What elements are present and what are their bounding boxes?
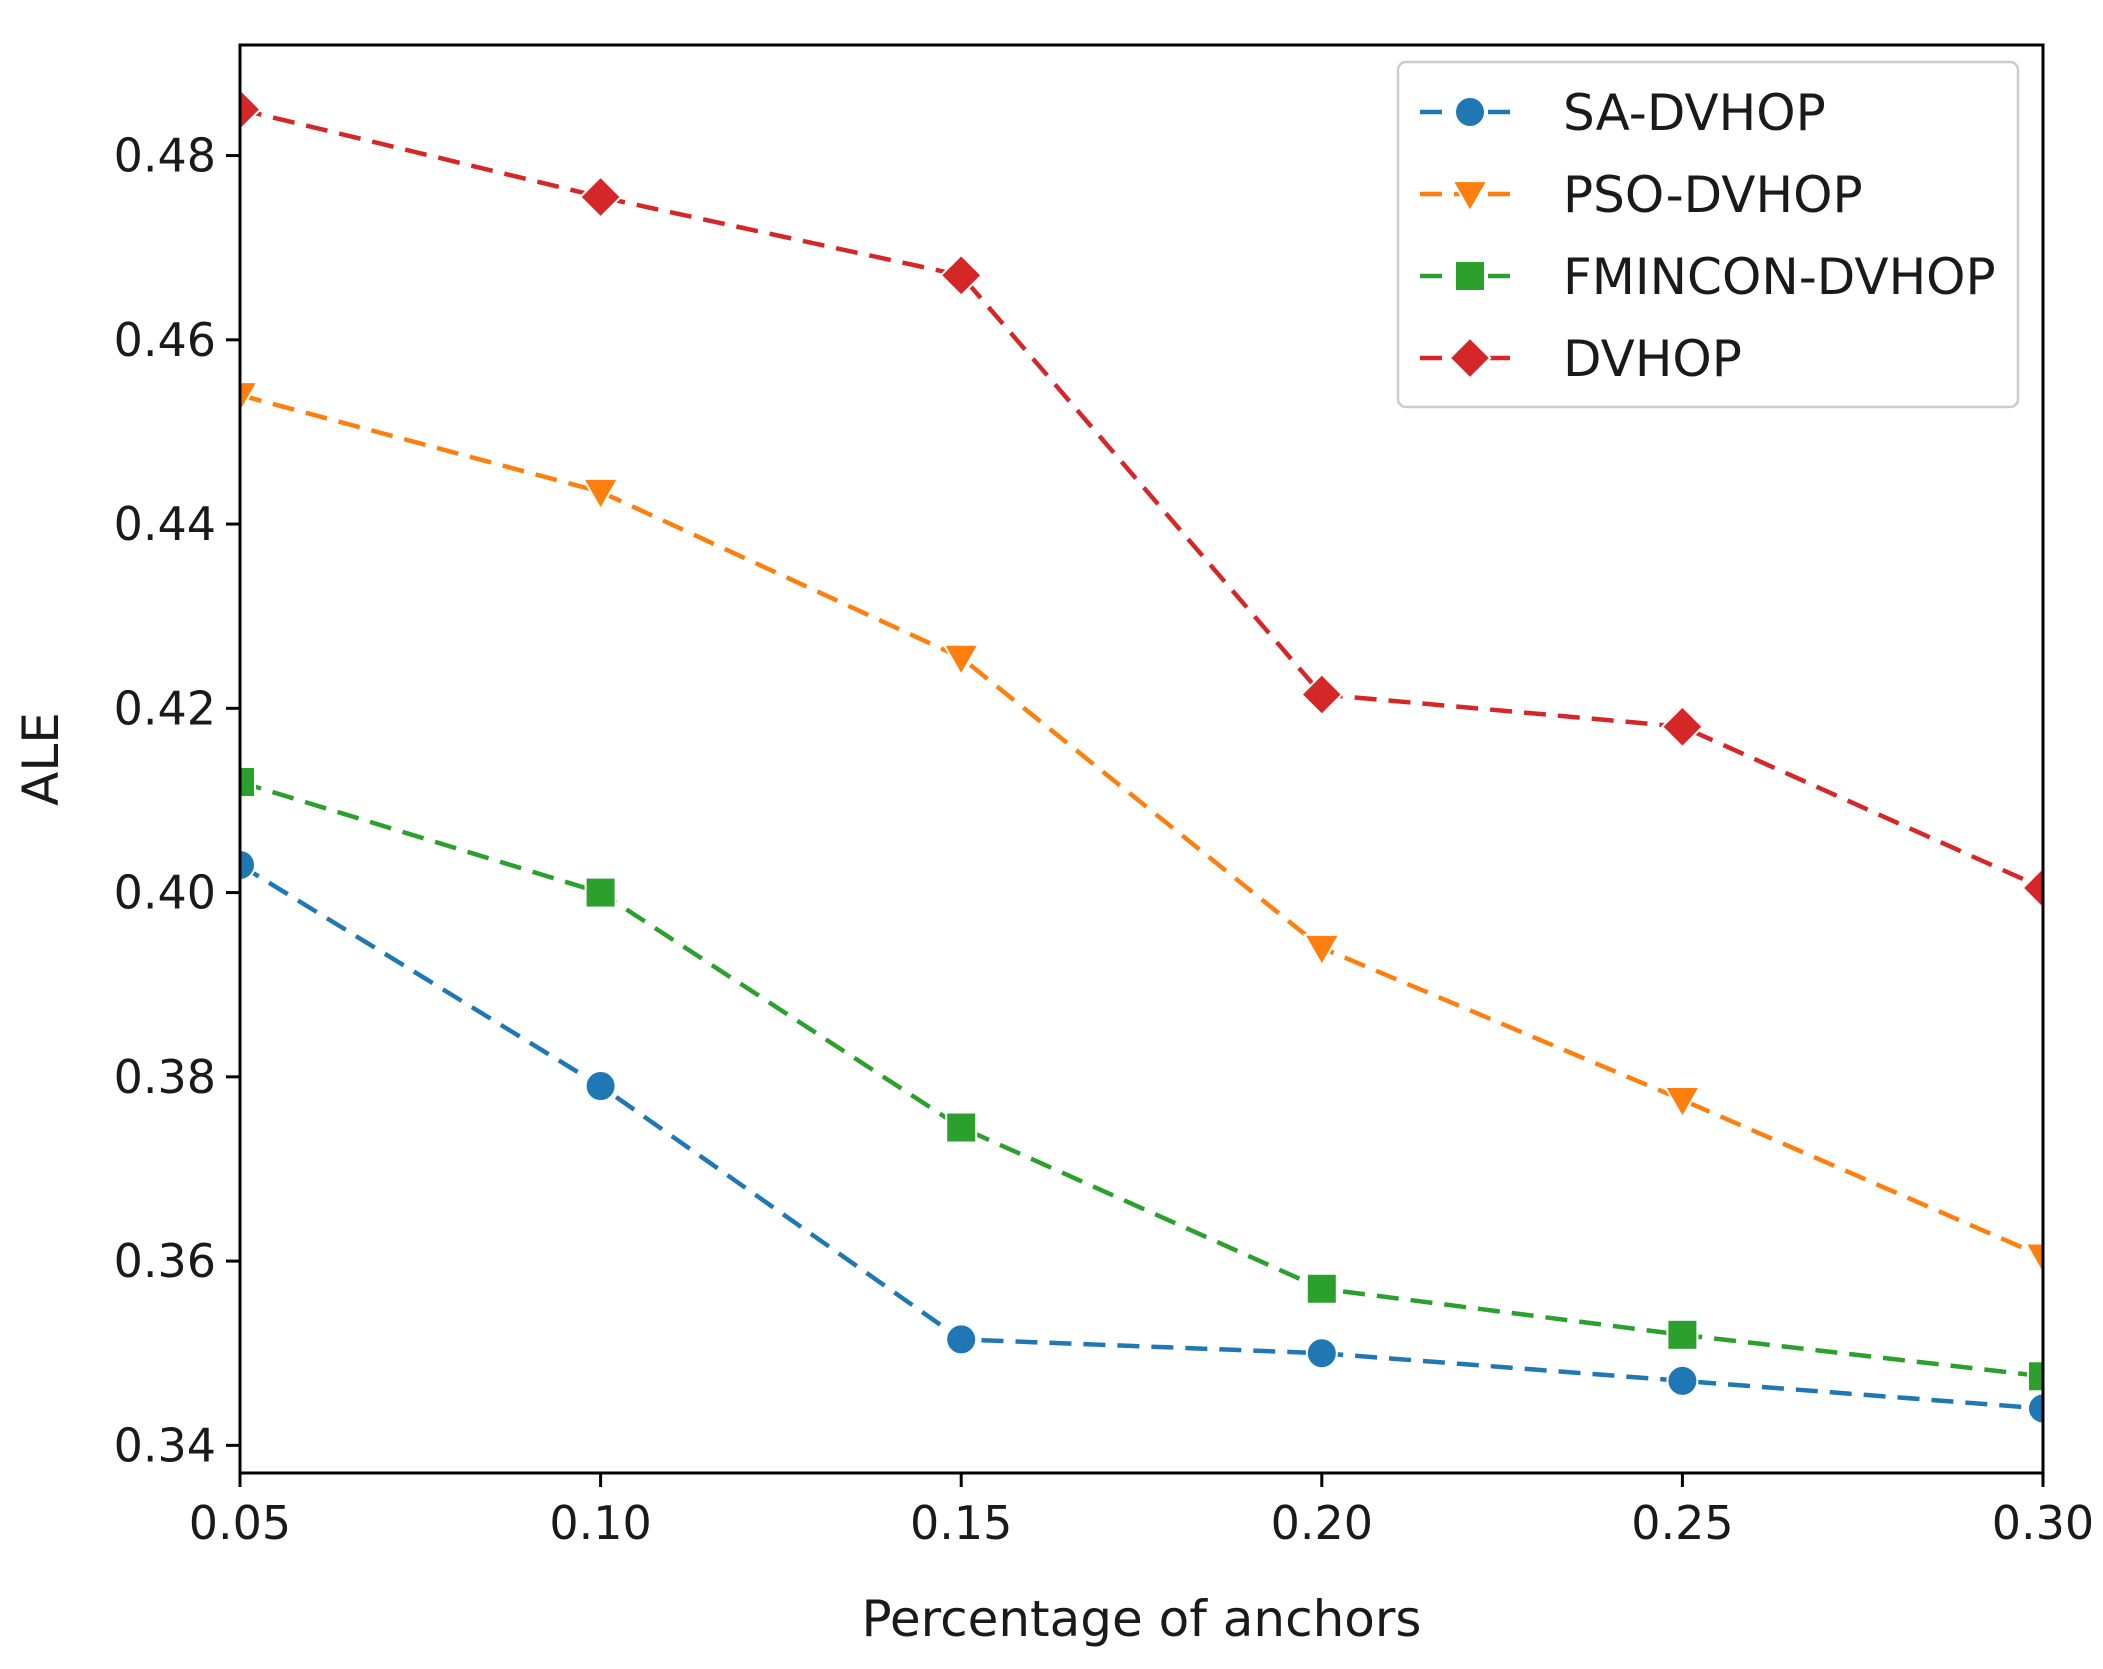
data-point-fmincon-dvhop [584, 876, 617, 909]
x-tick-label: 0.05 [189, 1496, 291, 1550]
data-point-fmincon-dvhop [2027, 1360, 2043, 1393]
legend-marker-fmincon-dvhop [1454, 260, 1486, 292]
series-line-pso-dvhop [240, 392, 2043, 1259]
data-point-dvhop [1300, 672, 1344, 717]
data-point-dvhop [2021, 866, 2043, 910]
data-point-dvhop [939, 253, 983, 297]
legend: SA-DVHOP PSO-DVHOP FMINCON-DVHOP DVHOP [1396, 60, 2020, 409]
data-point-dvhop [578, 175, 623, 219]
data-point-fmincon-dvhop [1305, 1272, 1338, 1305]
data-point-pso-dvhop [240, 381, 259, 415]
x-tick-label: 0.25 [1631, 1496, 1733, 1550]
data-point-pso-dvhop [2024, 1242, 2043, 1276]
legend-label-pso-dvhop: PSO-DVHOP [1563, 166, 1863, 224]
series-layer [240, 87, 2043, 1425]
y-tick-label: 0.38 [114, 1050, 216, 1104]
x-tick-label: 0.10 [549, 1496, 651, 1550]
data-point-sa-dvhop [1666, 1364, 1699, 1397]
y-tick-label: 0.48 [114, 129, 216, 183]
series-sa-dvhop [240, 848, 2043, 1425]
data-point-dvhop [240, 87, 262, 132]
data-point-sa-dvhop [240, 848, 256, 881]
data-point-fmincon-dvhop [240, 766, 256, 799]
data-point-pso-dvhop [942, 643, 981, 677]
x-axis-label: Percentage of anchors [862, 1590, 1422, 1648]
legend-marker-pso-dvhop [1451, 180, 1489, 214]
data-point-pso-dvhop [1663, 1085, 1702, 1120]
legend-label-sa-dvhop: SA-DVHOP [1563, 84, 1826, 142]
y-tick-label: 0.36 [114, 1234, 216, 1288]
legend-label-dvhop: DVHOP [1563, 330, 1742, 388]
legend-label-fmincon-dvhop: FMINCON-DVHOP [1563, 248, 1996, 306]
y-tick-label: 0.40 [114, 866, 216, 920]
y-axis-label: ALE [12, 712, 70, 806]
legend-box [1396, 60, 2020, 409]
series-fmincon-dvhop [240, 766, 2043, 1393]
x-tick-label: 0.20 [1271, 1496, 1373, 1550]
y-axis: 0.34 0.36 0.38 0.40 0.42 0.44 0.46 0.48 [114, 129, 240, 1472]
x-axis: 0.05 0.10 0.15 0.20 0.25 0.30 [189, 1473, 2094, 1550]
legend-marker-sa-dvhop [1454, 96, 1486, 128]
data-point-pso-dvhop [581, 477, 620, 512]
plot-frame [238, 43, 2045, 1475]
series-line-sa-dvhop [240, 863, 2043, 1411]
data-point-fmincon-dvhop [1666, 1318, 1699, 1351]
data-point-sa-dvhop [945, 1323, 978, 1356]
y-tick-label: 0.46 [114, 313, 216, 367]
legend-entry-fmincon-dvhop: FMINCON-DVHOP [1420, 248, 1996, 306]
x-tick-label: 0.15 [910, 1496, 1012, 1550]
data-point-sa-dvhop [1305, 1337, 1338, 1370]
series-dvhop [240, 87, 2043, 910]
y-tick-label: 0.44 [114, 497, 216, 551]
legend-marker-dvhop [1448, 336, 1492, 380]
data-point-sa-dvhop [584, 1070, 617, 1103]
series-line-dvhop [240, 107, 2043, 891]
legend-entry-dvhop: DVHOP [1420, 330, 1742, 388]
y-tick-label: 0.34 [114, 1418, 216, 1472]
x-tick-label: 0.30 [1992, 1496, 2094, 1550]
series-line-fmincon-dvhop [240, 779, 2043, 1379]
data-point-pso-dvhop [1302, 933, 1341, 968]
legend-entry-pso-dvhop: PSO-DVHOP [1420, 166, 1863, 224]
y-tick-label: 0.42 [114, 681, 216, 735]
data-point-sa-dvhop [2027, 1392, 2043, 1425]
data-point-dvhop [1660, 705, 1705, 749]
data-point-fmincon-dvhop [945, 1111, 978, 1144]
series-pso-dvhop [240, 381, 2043, 1276]
legend-entry-sa-dvhop: SA-DVHOP [1420, 84, 1826, 142]
